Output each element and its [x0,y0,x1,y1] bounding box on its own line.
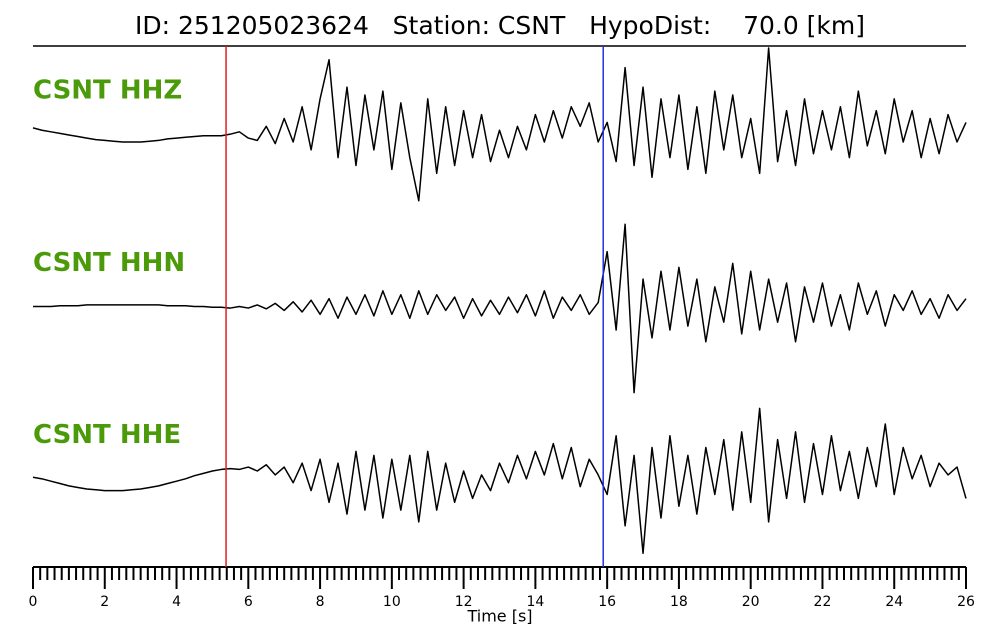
x-tick-label: 4 [172,594,181,610]
x-tick-label: 14 [526,594,544,610]
x-tick-label: 18 [670,594,688,610]
x-tick-label: 8 [316,594,325,610]
waveform [32,407,967,554]
x-tick-label: 20 [742,594,760,610]
x-tick-label: 2 [100,594,109,610]
x-tick-label: 12 [455,594,473,610]
x-tick-label: 22 [814,594,832,610]
x-axis-label: Time [s] [466,607,532,626]
chart-title: ID: 251205023624 Station: CSNT HypoDist:… [135,11,865,40]
trace-label: CSNT HHZ [33,76,182,106]
waveform [32,47,967,202]
x-tick-label: 0 [29,594,38,610]
x-tick-label: 26 [957,594,975,610]
waveform [33,223,967,394]
x-tick-label: 16 [598,594,616,610]
x-tick-label: 24 [885,594,903,610]
x-tick-label: 6 [244,594,253,610]
x-tick-label: 10 [383,594,401,610]
trace-label: CSNT HHN [33,248,185,278]
trace-label: CSNT HHE [33,420,181,450]
